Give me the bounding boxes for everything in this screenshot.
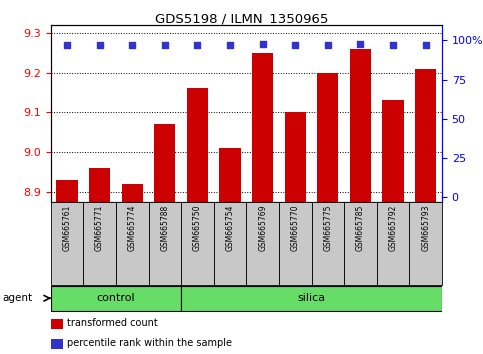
Text: GDS5198 / ILMN_1350965: GDS5198 / ILMN_1350965 [155,12,328,25]
Text: GSM665770: GSM665770 [291,204,300,251]
Text: control: control [97,293,135,303]
Text: GSM665792: GSM665792 [388,204,398,251]
Text: percentile rank within the sample: percentile rank within the sample [67,338,232,348]
Bar [219,148,241,202]
Bar [383,100,404,202]
Bar [415,69,436,202]
Bar [51,202,84,285]
Bar [84,202,116,285]
Bar [187,88,208,202]
Bar [350,48,371,202]
Bar [284,112,306,202]
Bar [214,202,246,285]
Bar [181,285,442,311]
Point [422,42,429,48]
Text: GSM665788: GSM665788 [160,204,170,251]
Point [161,42,169,48]
Point [324,42,332,48]
Text: GSM665793: GSM665793 [421,204,430,251]
Bar [246,202,279,285]
Bar [181,202,213,285]
Text: agent: agent [2,293,32,303]
Bar [317,73,339,202]
Text: GSM665761: GSM665761 [62,204,71,251]
Bar [410,202,442,285]
Bar [377,202,410,285]
Text: GSM665771: GSM665771 [95,204,104,251]
Text: transformed count: transformed count [67,318,157,329]
Bar [51,285,181,311]
Text: GSM665774: GSM665774 [128,204,137,251]
Bar [89,168,110,202]
Point [226,42,234,48]
Point [96,42,103,48]
Text: GSM665769: GSM665769 [258,204,267,251]
Bar [279,202,312,285]
Text: GSM665750: GSM665750 [193,204,202,251]
Text: GSM665754: GSM665754 [226,204,235,251]
Point [291,42,299,48]
Bar [149,202,181,285]
Text: GSM665775: GSM665775 [323,204,332,251]
Text: silica: silica [298,293,326,303]
Bar [57,180,78,202]
Point [389,42,397,48]
Point [63,42,71,48]
Bar [252,53,273,202]
Bar [154,124,175,202]
Bar [116,202,149,285]
Bar [312,202,344,285]
Point [128,42,136,48]
Point [356,41,364,46]
Bar [344,202,377,285]
Bar [122,184,143,202]
Point [194,42,201,48]
Point [259,41,267,46]
Text: GSM665785: GSM665785 [356,204,365,251]
